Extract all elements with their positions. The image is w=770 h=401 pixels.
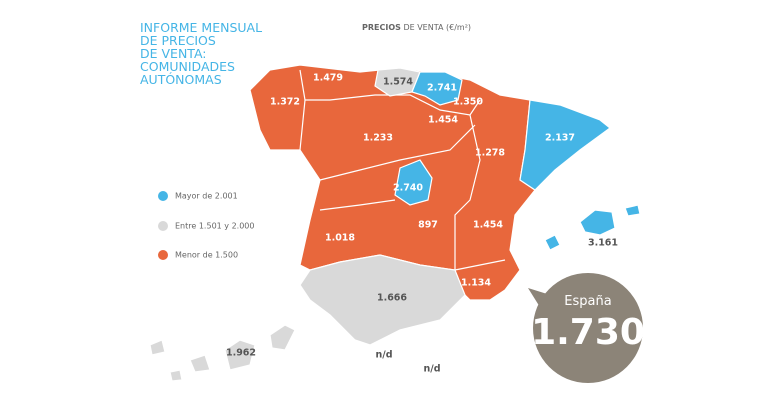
title-line: AUTÓNOMAS	[140, 72, 222, 87]
subtitle-rest: DE VENTA (€/m²)	[401, 23, 471, 32]
canarias	[149, 339, 166, 356]
region-value: 1.134	[461, 278, 491, 289]
subtitle: PRECIOS DE VENTA (€/m²)	[362, 23, 471, 32]
border	[319, 199, 396, 211]
map	[149, 64, 641, 382]
madrid	[394, 159, 433, 206]
border	[454, 114, 481, 270]
cataluna	[519, 99, 611, 191]
spain-label: España	[564, 294, 611, 309]
border	[454, 259, 506, 271]
legend-swatch	[158, 221, 168, 231]
title: INFORME MENSUAL DE PRECIOS DE VENTA: COM…	[140, 20, 262, 87]
region-value: 2.740	[393, 183, 423, 194]
region-value: 1.454	[428, 115, 458, 126]
legend-label: Mayor de 2.001	[175, 192, 238, 201]
spain-badge: España 1.730	[528, 273, 645, 383]
region-labels: 1.372 1.479 1.574 2.741 1.350 1.454 1.233 1.278…	[226, 73, 618, 375]
title-line: COMUNIDADES	[140, 59, 235, 74]
ibiza	[544, 234, 561, 251]
region-value: 897	[418, 220, 438, 231]
region-value: 1.454	[473, 220, 503, 231]
region-value: 1.574	[383, 77, 413, 88]
title-line: DE VENTA:	[140, 46, 207, 61]
region-value: 3.161	[588, 238, 618, 249]
region-value: 1.233	[363, 133, 393, 144]
menorca	[624, 204, 641, 217]
legend-swatch	[158, 250, 168, 260]
title-line: INFORME MENSUAL	[140, 20, 262, 35]
region-value: 1.018	[325, 233, 355, 244]
region-value: 1.666	[377, 293, 407, 304]
legend-label: Entre 1.501 y 2.000	[175, 222, 254, 231]
legend-swatch	[158, 191, 168, 201]
pais-vasco	[411, 71, 463, 106]
legend-label: Menor de 1.500	[175, 251, 238, 260]
region-value: 1.372	[270, 97, 300, 108]
subtitle-bold: PRECIOS	[362, 23, 401, 32]
region-value: 1.962	[226, 348, 256, 359]
canarias	[224, 339, 256, 371]
badge	[533, 273, 643, 383]
region-value: n/d	[423, 364, 440, 375]
title-line: DE PRECIOS	[140, 33, 216, 48]
region-value: 1.350	[453, 97, 483, 108]
region-value: n/d	[375, 350, 392, 361]
region-value: 2.741	[427, 83, 457, 94]
spain-value: 1.730	[531, 312, 645, 353]
region-value: 2.137	[545, 133, 575, 144]
region-value: 1.479	[313, 73, 343, 84]
legend: Mayor de 2.001 Entre 1.501 y 2.000 Menor…	[158, 191, 254, 260]
canarias	[169, 369, 183, 382]
canarias	[269, 324, 296, 351]
border	[319, 124, 476, 181]
mallorca	[579, 209, 616, 236]
canarias	[189, 354, 211, 373]
region-value: 1.278	[475, 148, 505, 159]
andalucia	[299, 254, 466, 346]
